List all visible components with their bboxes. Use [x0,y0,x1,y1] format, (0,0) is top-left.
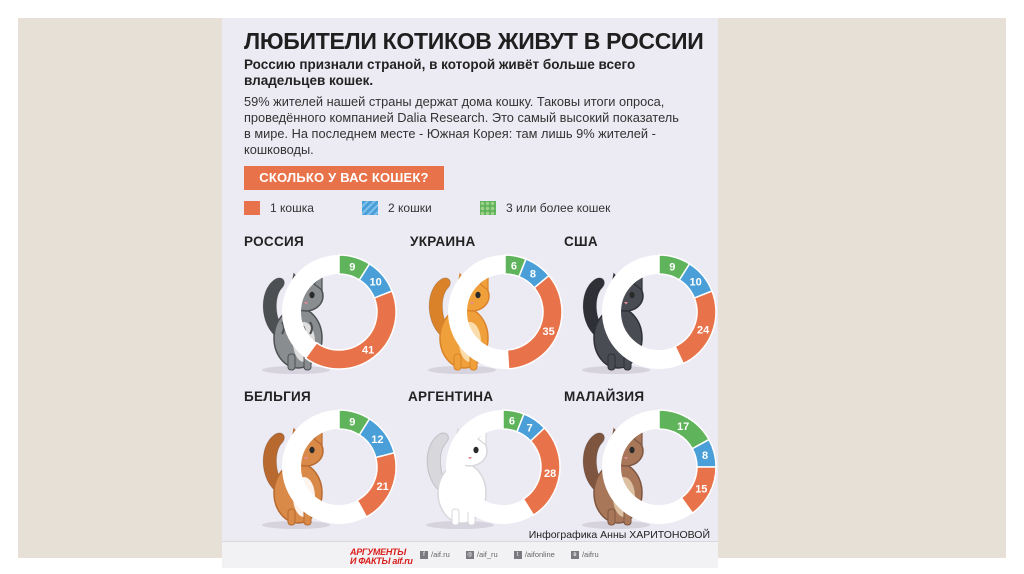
donut-segment [680,466,717,515]
segment-value-label: 41 [362,345,374,357]
segment-value-label: 6 [511,260,517,272]
donut-segment [506,274,563,370]
country-name: МАЛАЙЗИЯ [564,389,645,404]
donut-chart-russia: 9 10 41 [262,254,397,374]
footer-link-label: /aifru [581,550,599,559]
facebook-link[interactable]: f/aif.ru [420,550,450,560]
vk-icon: в [570,551,579,560]
donut-segment [304,290,397,370]
segment-value-label: 24 [697,324,710,336]
segment-value-label: 21 [376,481,388,493]
aif-logo[interactable]: АРГУМЕНТЫ И ФАКТЫ aif.ru [350,548,413,566]
infographic: ЛЮБИТЕЛИ КОТИКОВ ЖИВУТ В РОССИИ Россию п… [222,18,718,568]
infographic-title: ЛЮБИТЕЛИ КОТИКОВ ЖИВУТ В РОССИИ [244,28,704,54]
country-name: АРГЕНТИНА [408,389,494,404]
country-belgium: БЕЛЬГИЯ 9 12 21 [244,389,404,529]
vk-link[interactable]: в/aifru [570,550,599,560]
segment-value-label: 10 [369,277,381,289]
segment-value-label: 8 [530,269,536,281]
segment-value-label: 28 [544,468,556,480]
donut-segment [522,426,561,517]
country-ukraine: УКРАИНА 6 8 35 [410,234,570,374]
legend-label: 3 или более кошек [506,201,611,215]
infographic-credit: Инфографика Анны ХАРИТОНОВОЙ [528,529,710,541]
segment-value-label: 9 [349,261,355,273]
twitter-icon: t [513,551,522,560]
country-name: БЕЛЬГИЯ [244,389,312,404]
donut-chart-usa: 9 10 24 [582,254,717,374]
twitter-link[interactable]: t/aifonline [513,550,555,560]
segment-value-label: 12 [371,434,383,446]
legend-label: 1 кошка [270,201,314,215]
instagram-icon: ◎ [465,551,474,560]
donut-segment [356,451,397,518]
swatch-one-cat [244,201,260,215]
question-banner: СКОЛЬКО У ВАС КОШЕК? [244,166,444,190]
swatch-two-cats [362,201,378,215]
footer-social-links: f/aif.ru ◎/aif_ru t/aifonline в/aifru [420,550,613,560]
legend: 1 кошка 2 кошки 3 или более кошек [244,200,684,220]
segment-value-label: 35 [542,326,554,338]
country-russia: РОССИЯ 9 10 41 [244,234,404,374]
country-argentina: АРГЕНТИНА 6 7 28 [408,389,568,529]
segment-value-label: 10 [689,277,701,289]
segment-value-label: 15 [695,484,707,496]
segment-value-label: 8 [702,450,708,462]
aif-logo-line: И ФАКТЫ aif.ru [350,556,413,566]
donut-segment [674,290,717,365]
segment-value-label: 6 [509,415,515,427]
footer-link-label: /aif_ru [476,550,498,559]
country-name: УКРАИНА [410,234,476,249]
donut-chart-ukraine: 6 8 35 [428,254,563,374]
swatch-three-cats [480,201,496,215]
country-usa: США 9 10 24 [564,234,718,374]
country-malaysia: МАЛАЙЗИЯ 17 8 15 [564,389,718,529]
footer-link-label: /aif.ru [431,550,450,559]
facebook-icon: f [420,551,428,560]
segment-value-label: 17 [677,421,689,433]
segment-value-label: 7 [527,423,533,435]
donut-chart-argentina: 67 28 [426,409,561,529]
segment-value-label: 9 [669,261,675,273]
country-name: США [564,234,598,249]
infographic-body: 59% жителей нашей страны держат дома кош… [244,94,679,157]
infographic-subtitle: Россию признали страной, в которой живёт… [244,57,636,88]
aif-logo-line: АРГУМЕНТЫ [350,547,406,557]
donut-chart-malaysia: 17 8 15 [582,409,717,529]
instagram-link[interactable]: ◎/aif_ru [465,550,498,560]
country-name: РОССИЯ [244,234,305,249]
footer-bar: АРГУМЕНТЫ И ФАКТЫ aif.ru f/aif.ru ◎/aif_… [222,541,718,568]
donut-chart-belgium: 9 12 21 [262,409,397,529]
footer-link-label: /aifonline [524,550,555,559]
segment-value-label: 9 [349,416,355,428]
legend-label: 2 кошки [388,201,432,215]
